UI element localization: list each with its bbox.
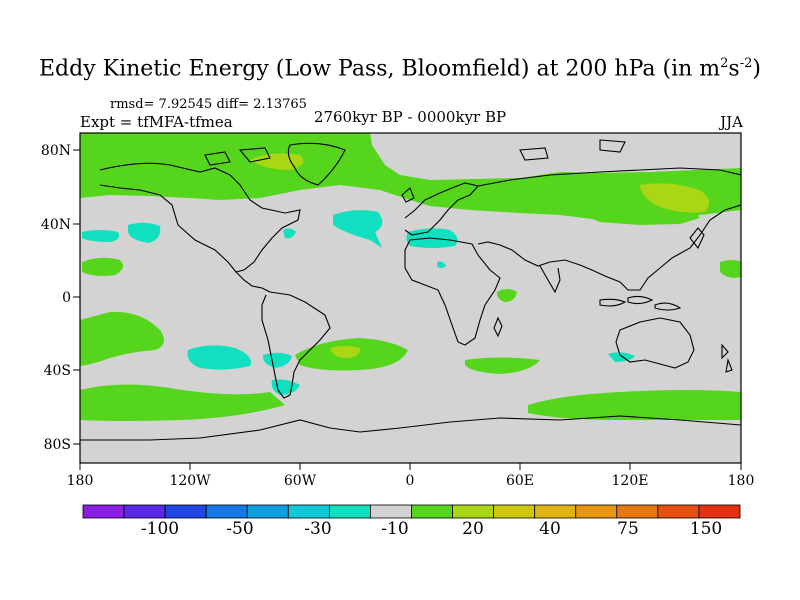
- pacific-cyan-1: [82, 230, 119, 242]
- positive-anomaly-regions: [80, 133, 741, 421]
- india-coast: [539, 265, 561, 294]
- colorbar-box: [698, 504, 741, 519]
- asia-yellow-region: [640, 183, 709, 213]
- lon-label: 120W: [169, 473, 211, 489]
- pacific-green-blob-2: [720, 260, 741, 278]
- australia-coast: [615, 317, 695, 369]
- map-area: [80, 133, 741, 463]
- lat-label: 80S: [44, 437, 71, 453]
- south-indian-green: [465, 357, 540, 374]
- longitude-labels: 180 120W 60W 0 60E 120E 180: [67, 473, 755, 489]
- experiment-label: Expt = tfMFA-tfmea: [80, 113, 233, 131]
- colorbar-box: [452, 504, 495, 519]
- colorbar-box: [411, 504, 453, 519]
- antarctica-coast: [80, 415, 741, 441]
- japan-coast: [689, 227, 705, 250]
- colorbar-box: [123, 504, 166, 519]
- colorbar-label: -100: [140, 519, 180, 539]
- africa-cyan-dot: [437, 261, 446, 268]
- lat-label: 40S: [44, 363, 71, 379]
- colorbar-box: [82, 504, 125, 519]
- edge-green: [80, 135, 88, 190]
- pacific-green-blob-1: [82, 257, 124, 276]
- british-isles-coast: [401, 187, 415, 203]
- central-america-coast: [235, 271, 271, 293]
- colorbar-box: [370, 504, 412, 519]
- north-america-coast: [99, 162, 301, 273]
- colorbar-box: [287, 504, 330, 519]
- colorbar-label: 40: [539, 519, 561, 539]
- asia-green-region: [560, 182, 700, 225]
- latitude-labels: 80N 40N 0 40S 80S: [41, 143, 71, 453]
- lat-label: 0: [62, 290, 71, 306]
- season-label: JJA: [720, 113, 743, 131]
- greenland-yellow-region: [250, 153, 304, 170]
- colorbar: [82, 504, 741, 519]
- lon-label: 180: [67, 473, 94, 489]
- colorbar-label: -10: [381, 519, 409, 539]
- colorbar-box: [164, 504, 207, 519]
- australia-cyan: [608, 352, 635, 362]
- lon-label: 60E: [506, 473, 534, 489]
- lat-label: 40N: [41, 217, 71, 233]
- lon-label: 60W: [284, 473, 317, 489]
- south-america-coast: [261, 291, 331, 399]
- colorbar-box: [205, 504, 248, 519]
- lon-label: 120E: [612, 473, 649, 489]
- new-zealand-coast: [721, 343, 733, 373]
- madagascar-coast: [493, 316, 503, 338]
- arctic-islands: [204, 139, 626, 166]
- asia-coast: [477, 167, 741, 291]
- atlantic-cyan-1: [283, 228, 296, 239]
- colorbar-box: [328, 504, 371, 519]
- coastlines: [80, 139, 741, 441]
- colorbar-label: 150: [689, 519, 723, 539]
- period-label: 2760kyr BP - 0000kyr BP: [313, 108, 507, 126]
- colorbar-box: [493, 504, 536, 519]
- strong-positive-regions: [250, 153, 709, 358]
- lon-label: 0: [406, 473, 415, 489]
- colorbar-box: [246, 504, 289, 519]
- colorbar-label: -30: [304, 519, 332, 539]
- stats-label: rmsd= 7.92545 diff= 2.13765: [110, 97, 307, 112]
- colorbar-label: 20: [462, 519, 484, 539]
- south-america-cyan: [262, 352, 292, 368]
- lon-label: 180: [728, 473, 755, 489]
- southern-ocean-green-1: [80, 384, 285, 421]
- southern-ocean-green-2: [528, 390, 741, 420]
- africa-green-blob: [497, 289, 517, 302]
- plot-title: Eddy Kinetic Energy (Low Pass, Bloomfiel…: [39, 56, 761, 82]
- africa-coast: [404, 237, 501, 346]
- south-pacific-green: [80, 311, 164, 366]
- se-asia-islands: [599, 295, 682, 311]
- colorbar-label: -50: [226, 519, 254, 539]
- atlantic-yellow-region: [330, 346, 361, 358]
- lat-label: 80N: [41, 143, 71, 159]
- south-pacific-cyan: [187, 345, 251, 370]
- greenland-coast: [287, 142, 346, 186]
- colorbar-box: [575, 504, 618, 519]
- atlantic-cyan-2: [333, 210, 383, 248]
- pacific-cyan-2: [128, 222, 161, 243]
- colorbar-box: [616, 504, 659, 519]
- axis-ticks: [73, 149, 742, 470]
- colorbar-box: [534, 504, 577, 519]
- europe-coast: [404, 182, 480, 236]
- colorbar-label: 75: [617, 519, 639, 539]
- colorbar-box: [657, 504, 700, 519]
